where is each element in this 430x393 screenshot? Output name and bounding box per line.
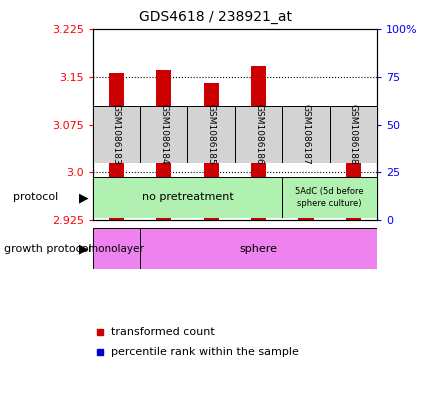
Bar	[329, 106, 376, 163]
Bar	[187, 106, 234, 163]
Text: GSM1086185: GSM1086185	[206, 104, 215, 165]
Text: transformed count: transformed count	[111, 327, 215, 337]
Bar	[203, 83, 218, 220]
Text: monolayer: monolayer	[88, 244, 144, 253]
Text: percentile rank within the sample: percentile rank within the sample	[111, 347, 298, 357]
Bar	[345, 123, 360, 220]
Text: 5AdC (5d before
sphere culture): 5AdC (5d before sphere culture)	[295, 187, 363, 208]
Text: sphere: sphere	[239, 244, 277, 253]
Text: GSM1086186: GSM1086186	[254, 104, 262, 165]
Text: protocol: protocol	[13, 193, 58, 202]
Text: no pretreatment: no pretreatment	[141, 193, 233, 202]
Bar	[92, 177, 282, 218]
Bar	[140, 106, 187, 163]
Bar	[156, 70, 171, 220]
Text: GSM1086187: GSM1086187	[301, 104, 310, 165]
Bar	[282, 177, 376, 218]
Text: GSM1086184: GSM1086184	[159, 104, 168, 165]
Text: ▶: ▶	[79, 242, 89, 255]
Bar	[282, 106, 329, 163]
Text: growth protocol: growth protocol	[4, 244, 92, 253]
Text: ▶: ▶	[79, 191, 89, 204]
Text: GSM1086188: GSM1086188	[348, 104, 357, 165]
Text: GSM1086183: GSM1086183	[112, 104, 120, 165]
Bar	[108, 73, 124, 220]
Bar	[92, 106, 140, 163]
Bar	[250, 66, 266, 220]
Bar	[298, 183, 313, 220]
Bar	[140, 228, 376, 269]
Text: GDS4618 / 238921_at: GDS4618 / 238921_at	[139, 10, 291, 24]
Bar	[92, 228, 140, 269]
Bar	[234, 106, 282, 163]
